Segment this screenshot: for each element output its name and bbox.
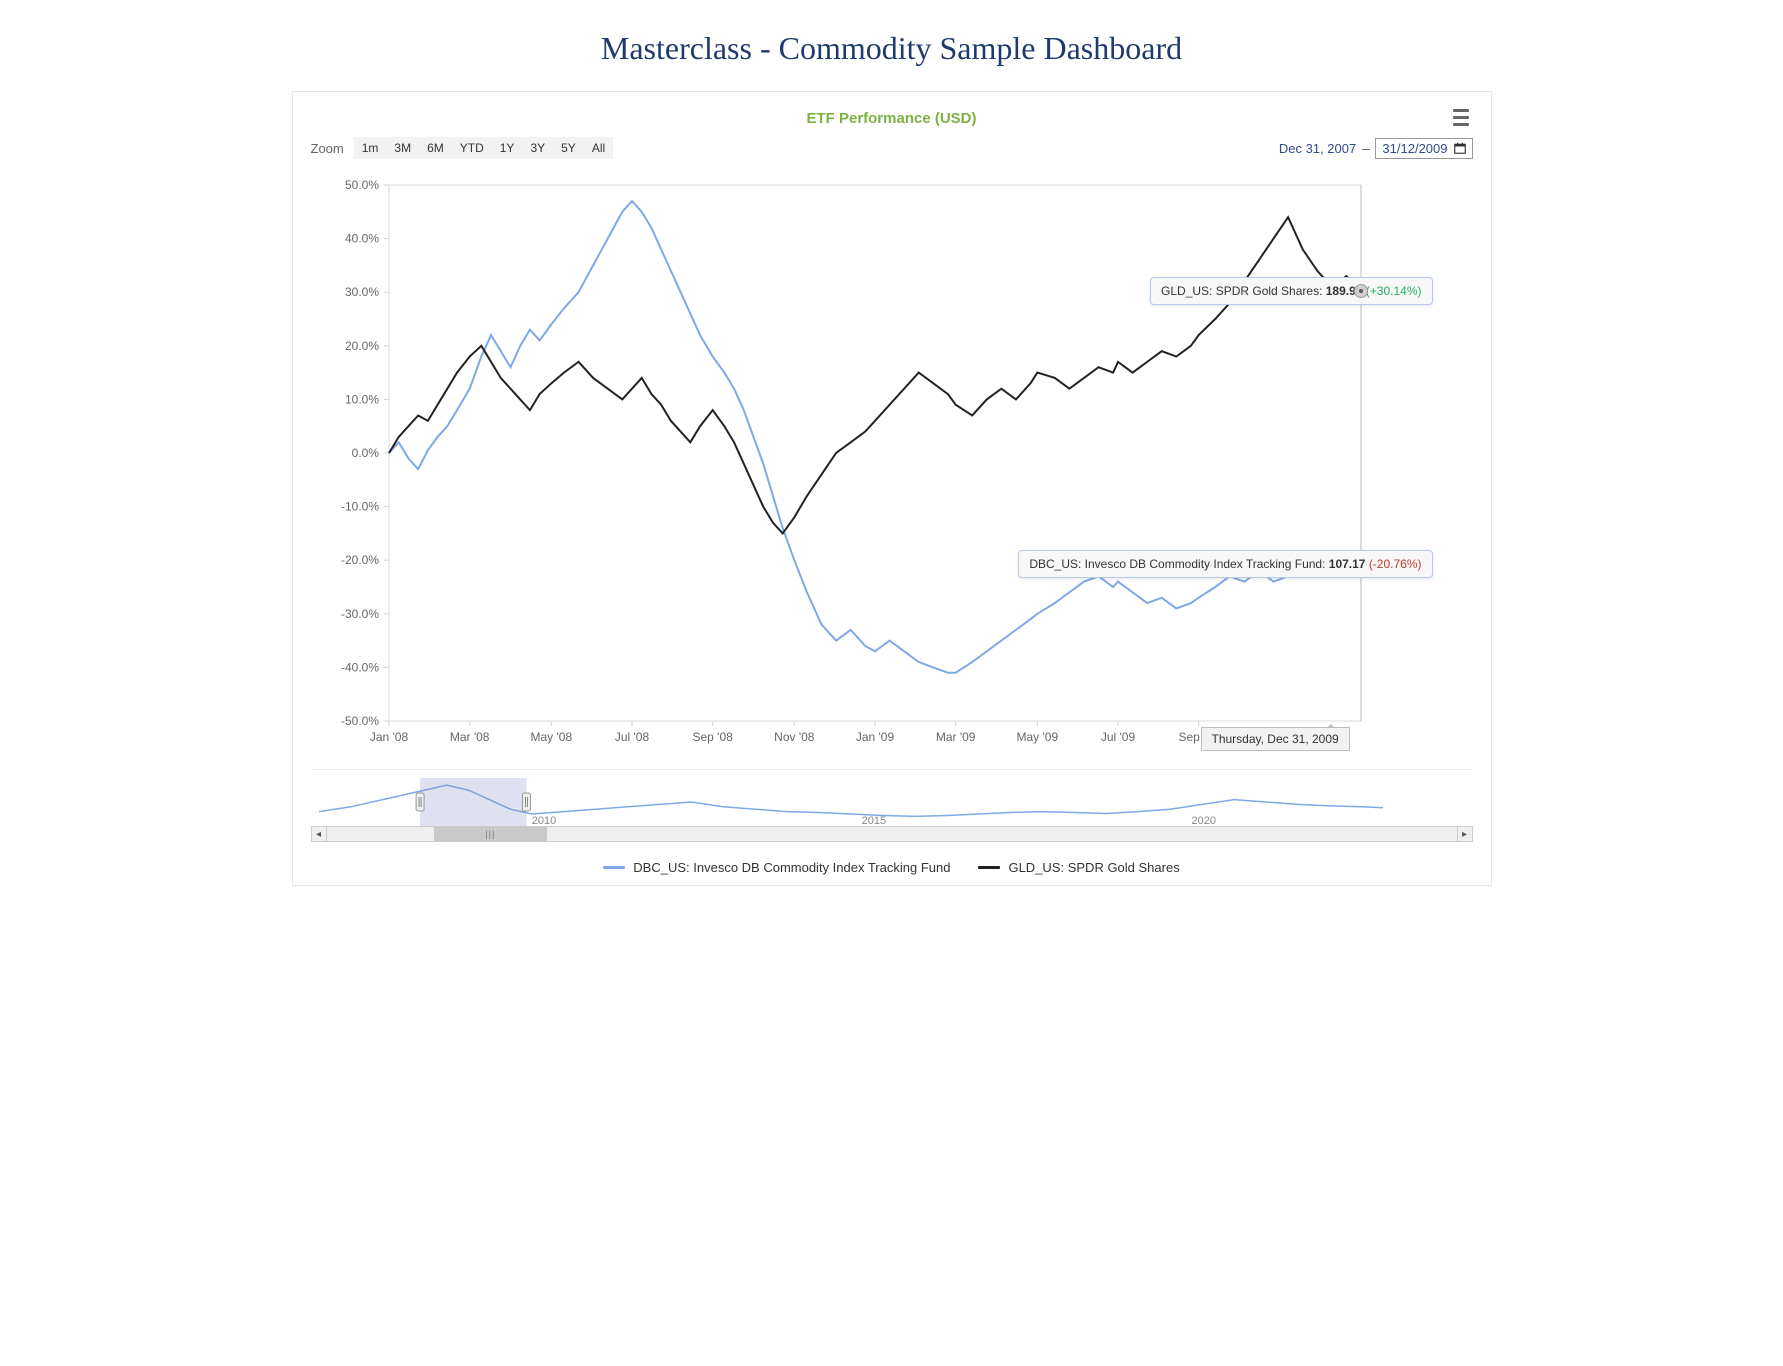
zoom-button-1m[interactable]: 1m (354, 137, 387, 159)
hamburger-menu-icon[interactable] (1449, 106, 1473, 128)
legend-item-0[interactable]: DBC_US: Invesco DB Commodity Index Track… (603, 860, 950, 875)
legend: DBC_US: Invesco DB Commodity Index Track… (311, 860, 1473, 875)
zoom-button-all[interactable]: All (584, 137, 613, 159)
svg-text:Nov '08: Nov '08 (774, 730, 815, 744)
svg-text:-50.0%: -50.0% (340, 714, 378, 728)
legend-swatch (603, 866, 625, 869)
plot-area[interactable]: -50.0% -40.0% -30.0% -20.0% -10.0% 0.0% 10.0% 2… (311, 165, 1473, 755)
svg-text:Jan '09: Jan '09 (855, 730, 894, 744)
svg-text:Mar '08: Mar '08 (449, 730, 489, 744)
date-range: Dec 31, 2007 – 31/12/2009 (1279, 138, 1473, 159)
svg-text:May '09: May '09 (1016, 730, 1058, 744)
svg-text:50.0%: 50.0% (344, 178, 378, 192)
date-range-end-input[interactable]: 31/12/2009 (1375, 138, 1472, 159)
legend-swatch (978, 866, 1000, 869)
nav-scroll-left[interactable]: ◂ (311, 826, 327, 842)
calendar-icon (1454, 142, 1466, 154)
zoom-button-3y[interactable]: 3Y (522, 137, 553, 159)
chart-toolbar: Zoom 1m3M6MYTD1Y3Y5YAll Dec 31, 2007 – 3… (311, 137, 1473, 159)
chart-card: ETF Performance (USD) Zoom 1m3M6MYTD1Y3Y… (292, 91, 1492, 886)
nav-scroll-right[interactable]: ▸ (1457, 826, 1473, 842)
svg-text:2015: 2015 (861, 815, 885, 826)
zoom-button-5y[interactable]: 5Y (553, 137, 584, 159)
svg-text:20.0%: 20.0% (344, 339, 378, 353)
zoom-button-1y[interactable]: 1Y (492, 137, 523, 159)
svg-text:-40.0%: -40.0% (340, 660, 378, 674)
legend-label: GLD_US: SPDR Gold Shares (1008, 860, 1179, 875)
zoom-button-6m[interactable]: 6M (419, 137, 452, 159)
svg-text:0.0%: 0.0% (351, 446, 379, 460)
zoom-group: Zoom 1m3M6MYTD1Y3Y5YAll (311, 137, 614, 159)
svg-text:2020: 2020 (1191, 815, 1215, 826)
date-range-separator: – (1362, 141, 1369, 156)
navigator-scrollbar[interactable]: ◂ ▸ (311, 826, 1473, 842)
svg-text:Jul '08: Jul '08 (614, 730, 649, 744)
zoom-button-3m[interactable]: 3M (386, 137, 419, 159)
navigator-svg: 2010 2015 2020 (319, 778, 1383, 826)
zoom-button-ytd[interactable]: YTD (452, 137, 492, 159)
svg-text:Mar '09: Mar '09 (935, 730, 975, 744)
svg-text:10.0%: 10.0% (344, 392, 378, 406)
tooltip-gld: GLD_US: SPDR Gold Shares: 189.93 (+30.14… (1150, 277, 1432, 305)
chart-title: ETF Performance (USD) (311, 110, 1473, 127)
svg-text:-10.0%: -10.0% (340, 500, 378, 514)
nav-scroll-track[interactable] (327, 826, 1457, 842)
svg-text:May '08: May '08 (530, 730, 572, 744)
page-title: Masterclass - Commodity Sample Dashboard (20, 30, 1763, 67)
range-navigator[interactable]: 2010 2015 2020 ◂ ▸ (311, 769, 1473, 842)
date-range-start[interactable]: Dec 31, 2007 (1279, 141, 1356, 156)
svg-text:-20.0%: -20.0% (340, 553, 378, 567)
svg-text:-30.0%: -30.0% (340, 607, 378, 621)
svg-text:40.0%: 40.0% (344, 232, 378, 246)
legend-item-1[interactable]: GLD_US: SPDR Gold Shares (978, 860, 1179, 875)
svg-text:Jul '09: Jul '09 (1100, 730, 1135, 744)
date-range-end-value: 31/12/2009 (1382, 141, 1447, 156)
svg-text:Sep '08: Sep '08 (692, 730, 733, 744)
nav-scroll-thumb[interactable] (434, 827, 547, 841)
legend-label: DBC_US: Invesco DB Commodity Index Track… (633, 860, 950, 875)
tooltip-dbc: DBC_US: Invesco DB Commodity Index Track… (1018, 550, 1432, 578)
chart-svg: -50.0% -40.0% -30.0% -20.0% -10.0% 0.0% 10.0% 2… (311, 165, 1391, 755)
zoom-label: Zoom (311, 141, 344, 156)
svg-text:30.0%: 30.0% (344, 285, 378, 299)
crosshair-handle[interactable] (1354, 284, 1368, 298)
svg-text:2010: 2010 (531, 815, 555, 826)
svg-text:Jan '08: Jan '08 (369, 730, 408, 744)
crosshair-date-flag: Thursday, Dec 31, 2009 (1201, 727, 1350, 751)
